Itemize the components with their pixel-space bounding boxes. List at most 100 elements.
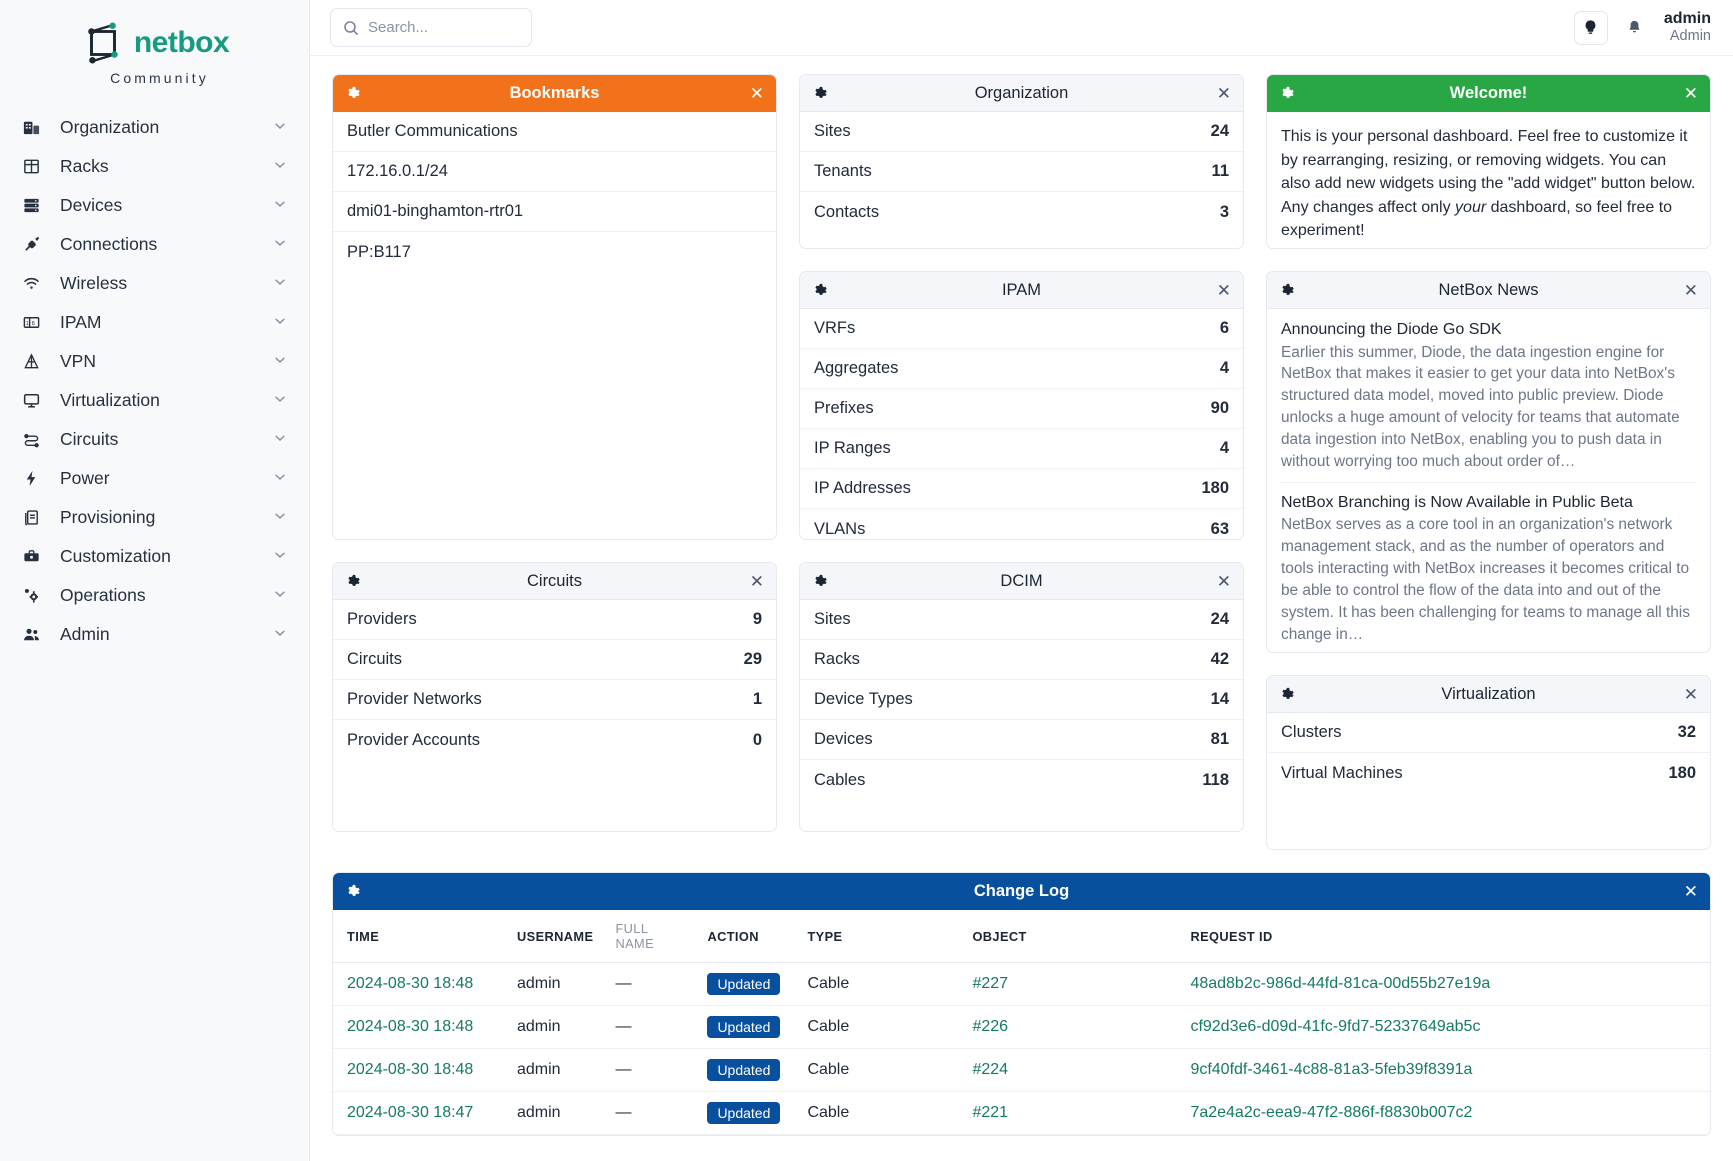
bookmark-item[interactable]: Butler Communications: [333, 112, 776, 152]
changelog-time[interactable]: 2024-08-30 18:47: [347, 1104, 474, 1121]
chevron-down-icon[interactable]: [273, 351, 287, 372]
sidebar-item-customization[interactable]: Customization: [0, 537, 309, 576]
gear-icon[interactable]: [1279, 283, 1294, 298]
chevron-down-icon[interactable]: [273, 312, 287, 333]
close-icon[interactable]: ✕: [1683, 684, 1698, 704]
gear-icon[interactable]: [812, 574, 827, 589]
bookmark-item[interactable]: dmi01-binghamton-rtr01: [333, 192, 776, 232]
widget-welcome-header: Welcome! ✕: [1267, 75, 1710, 112]
sidebar-item-circuits[interactable]: Circuits: [0, 420, 309, 459]
stat-row[interactable]: Contacts 3: [800, 192, 1243, 232]
stat-row[interactable]: Prefixes 90: [800, 389, 1243, 429]
chevron-down-icon[interactable]: [273, 117, 287, 138]
stat-row[interactable]: Sites 24: [800, 112, 1243, 152]
stat-row[interactable]: Virtual Machines 180: [1267, 753, 1710, 793]
chevron-down-icon[interactable]: [273, 546, 287, 567]
changelog-fullname: —: [601, 1005, 694, 1049]
search-input[interactable]: [368, 19, 519, 36]
sidebar-item-operations[interactable]: Operations: [0, 576, 309, 615]
chevron-down-icon[interactable]: [273, 468, 287, 489]
stat-row[interactable]: VRFs 6: [800, 309, 1243, 349]
table-row[interactable]: 2024-08-30 18:48 admin — Updated Cable #226 cf…: [333, 1005, 1710, 1049]
search-box[interactable]: [330, 8, 532, 47]
vpn-icon: [20, 351, 42, 373]
close-icon[interactable]: ✕: [1683, 881, 1698, 901]
sidebar-item-wireless[interactable]: Wireless: [0, 264, 309, 303]
stat-row[interactable]: Provider Networks 1: [333, 680, 776, 720]
close-icon[interactable]: ✕: [749, 83, 764, 103]
stat-row[interactable]: Providers 9: [333, 600, 776, 640]
changelog-object[interactable]: #224: [972, 1061, 1009, 1078]
changelog-request-id[interactable]: cf92d3e6-d09d-41fc-9fd7-52337649ab5c: [1190, 1018, 1481, 1035]
chevron-down-icon[interactable]: [273, 507, 287, 528]
bookmark-item[interactable]: PP:B117: [347, 242, 411, 261]
chevron-down-icon[interactable]: [273, 273, 287, 294]
gear-icon[interactable]: [345, 86, 360, 101]
news-title[interactable]: NetBox Branching is Now Available in Pub…: [1281, 493, 1633, 511]
sidebar-item-ipam[interactable]: 1 8 IPAM: [0, 303, 309, 342]
column-header: TIME: [333, 910, 503, 963]
lightbulb-icon[interactable]: [1573, 10, 1608, 45]
changelog-time[interactable]: 2024-08-30 18:48: [347, 1061, 474, 1078]
changelog-time[interactable]: 2024-08-30 18:48: [347, 975, 474, 992]
gear-icon[interactable]: [1279, 86, 1294, 101]
chevron-down-icon[interactable]: [273, 234, 287, 255]
changelog-object[interactable]: #221: [972, 1104, 1009, 1121]
stat-row[interactable]: Devices 81: [800, 720, 1243, 760]
close-icon[interactable]: ✕: [1683, 280, 1698, 300]
changelog-object[interactable]: #226: [972, 1018, 1009, 1035]
chevron-down-icon[interactable]: [273, 195, 287, 216]
stat-row[interactable]: IP Addresses 180: [800, 469, 1243, 509]
table-row[interactable]: 2024-08-30 18:48 admin — Updated Cable #224 9c…: [333, 1048, 1710, 1092]
stat-row[interactable]: Racks 42: [800, 640, 1243, 680]
gear-icon[interactable]: [1279, 687, 1294, 702]
changelog-time[interactable]: 2024-08-30 18:48: [347, 1018, 474, 1035]
user-menu[interactable]: admin Admin: [1662, 10, 1711, 45]
changelog-request-id[interactable]: 48ad8b2c-986d-44fd-81ca-00d55b27e19a: [1190, 975, 1491, 992]
stat-row[interactable]: Circuits 29: [333, 640, 776, 680]
bookmark-item[interactable]: 172.16.0.1/24: [333, 152, 776, 192]
changelog-request-id[interactable]: 7a2e4a2c-eea9-47f2-886f-f8830b007c2: [1190, 1104, 1473, 1121]
gear-icon[interactable]: [812, 283, 827, 298]
stat-row[interactable]: Sites 24: [800, 600, 1243, 640]
changelog-object[interactable]: #227: [972, 975, 1009, 992]
sidebar-item-power[interactable]: Power: [0, 459, 309, 498]
sidebar-item-connections[interactable]: Connections: [0, 225, 309, 264]
news-title[interactable]: Announcing the Diode Go SDK: [1281, 321, 1502, 338]
brand[interactable]: netbox Community: [0, 10, 309, 108]
sidebar-item-vpn[interactable]: VPN: [0, 342, 309, 381]
sidebar-item-racks[interactable]: Racks: [0, 147, 309, 186]
stat-row[interactable]: Device Types 14: [800, 680, 1243, 720]
close-icon[interactable]: ✕: [749, 571, 764, 591]
stat-row[interactable]: Clusters 32: [1267, 713, 1710, 753]
stat-row[interactable]: Provider Accounts 0: [333, 720, 776, 760]
close-icon[interactable]: ✕: [1216, 83, 1231, 103]
close-icon[interactable]: ✕: [1683, 83, 1698, 103]
changelog-request-id[interactable]: 9cf40fdf-3461-4c88-81a3-5feb39f8391a: [1190, 1061, 1473, 1078]
chevron-down-icon[interactable]: [273, 429, 287, 450]
gear-icon[interactable]: [812, 86, 827, 101]
chevron-down-icon[interactable]: [273, 624, 287, 645]
gear-icon[interactable]: [345, 574, 360, 589]
bell-icon[interactable]: [1622, 19, 1648, 37]
chevron-down-icon[interactable]: [273, 585, 287, 606]
stat-row[interactable]: IP Ranges 4: [800, 429, 1243, 469]
table-row[interactable]: 2024-08-30 18:48 admin — Updated Cable #227 48…: [333, 962, 1710, 1006]
sidebar-item-devices[interactable]: Devices: [0, 186, 309, 225]
sidebar-item-admin[interactable]: Admin: [0, 615, 309, 654]
stat-row[interactable]: VLANs 63: [800, 509, 1243, 539]
chevron-down-icon[interactable]: [273, 156, 287, 177]
sidebar-item-virtualization[interactable]: Virtualization: [0, 381, 309, 420]
close-icon[interactable]: ✕: [1216, 280, 1231, 300]
stat-row[interactable]: Aggregates 4: [800, 349, 1243, 389]
stat-row[interactable]: Tenants 11: [800, 152, 1243, 192]
gear-icon[interactable]: [345, 884, 360, 899]
sidebar-item-organization[interactable]: Organization: [0, 108, 309, 147]
table-row[interactable]: 2024-08-30 18:47 admin — Updated Cable #221 7a…: [333, 1091, 1710, 1135]
chevron-down-icon[interactable]: [273, 390, 287, 411]
stat-row[interactable]: Cables 118: [800, 760, 1243, 800]
sidebar-item-provisioning[interactable]: Provisioning: [0, 498, 309, 537]
welcome-text-2: dashboard, so feel free to experiment!: [1281, 198, 1673, 240]
close-icon[interactable]: ✕: [1216, 571, 1231, 591]
